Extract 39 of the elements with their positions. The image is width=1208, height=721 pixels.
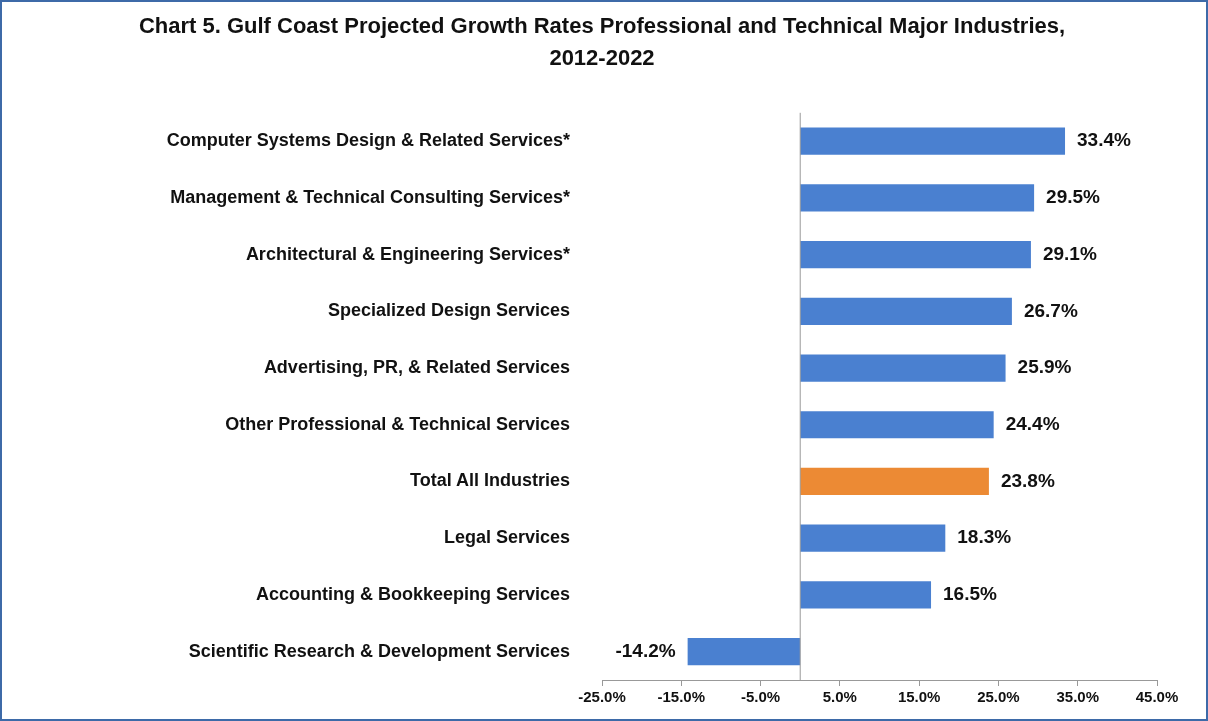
bar [800, 467, 989, 496]
chart-title: Chart 5. Gulf Coast Projected Growth Rates Professional and Technical Major Industries, 2012-2022 [137, 12, 1067, 72]
y-tick-label: Accounting & Bookkeeping Services [255, 583, 570, 604]
bar [800, 524, 946, 552]
data-label: 18.3% [957, 526, 1012, 548]
bar [800, 581, 932, 609]
bar [800, 411, 994, 439]
y-tick-label: Architectural & Engineering Services* [245, 243, 570, 264]
y-tick-label: Total All Industries [409, 470, 570, 491]
x-tick-label: 25.0% [977, 688, 1020, 706]
data-label: 23.8% [1000, 469, 1055, 491]
y-tick-label: Legal Services [443, 527, 570, 548]
y-tick-label: Computer Systems Design & Related Services* [166, 130, 570, 151]
data-label: 29.5% [1046, 186, 1101, 208]
y-tick-label: Scientific Research & Development Services [188, 640, 570, 661]
y-tick-label: Management & Technical Consulting Services* [170, 186, 570, 207]
bar [800, 127, 1066, 155]
bar [800, 354, 1006, 382]
bar [687, 638, 801, 666]
x-tick-label: -15.0% [657, 688, 706, 706]
x-tick-label: 15.0% [897, 688, 941, 706]
data-label: 33.4% [1077, 129, 1132, 151]
y-tick-label: Advertising, PR, & Related Services [263, 357, 570, 378]
bar [800, 297, 1012, 325]
data-label: 16.5% [943, 583, 998, 605]
data-label: -14.2% [615, 639, 676, 661]
data-label: 24.4% [1005, 412, 1060, 434]
data-label: 26.7% [1023, 299, 1078, 321]
y-tick-label: Other Professional & Technical Services [225, 413, 570, 434]
x-tick-label: 35.0% [1056, 688, 1099, 706]
x-tick-label: 45.0% [1135, 688, 1179, 706]
data-label: 25.9% [1017, 356, 1072, 378]
bar [800, 184, 1035, 212]
y-tick-label: Specialized Design Services [327, 300, 570, 321]
x-tick-label: 5.0% [822, 688, 857, 706]
x-tick-label: -5.0% [740, 688, 781, 706]
data-label: 29.1% [1042, 242, 1097, 264]
x-tick-label: -25.0% [578, 688, 626, 706]
bar [800, 240, 1031, 269]
